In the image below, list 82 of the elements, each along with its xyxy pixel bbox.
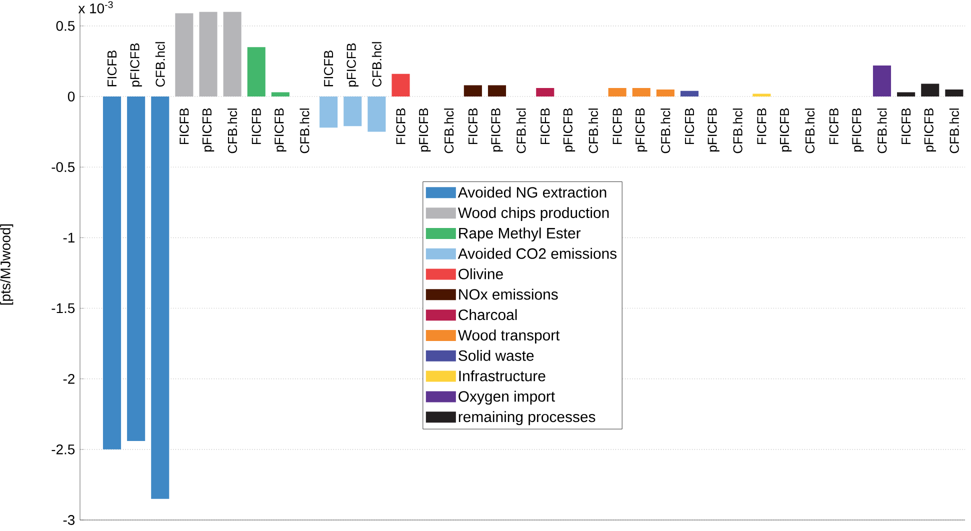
x-tick-label: FICFB [180, 108, 189, 144]
x-tick-label: pFICFB [852, 108, 864, 152]
x-tick-label: pFICFB [780, 108, 792, 152]
x-tick-label: FICFB [252, 108, 261, 144]
bar [320, 96, 338, 128]
bar [897, 92, 916, 97]
legend-label: Solid waste [458, 350, 534, 361]
legend-label: Infrastructure [459, 370, 546, 382]
bar [175, 13, 194, 97]
legend-label: Wood chips production [458, 207, 609, 222]
x-tick-label: CFB.hcl [588, 108, 598, 154]
y-axis-title: [pts/MJwood] [0, 224, 14, 305]
legend-label: Wood transport [458, 330, 560, 344]
bar [632, 88, 650, 97]
bar [608, 88, 626, 97]
x-tick-label: pFICFB [636, 108, 648, 152]
bar [151, 96, 170, 499]
x-tick-label: pFICFB [563, 108, 576, 152]
legend-label: Avoided CO2 emissions [458, 248, 617, 259]
x-tick-label: FICFB [396, 108, 406, 144]
x-tick-label: CFB.hcl [732, 108, 742, 154]
x-tick-label: pFICFB [202, 108, 214, 152]
y-tick-label: -2.5 [52, 444, 75, 454]
bar [199, 12, 218, 97]
bar [656, 89, 674, 97]
y-tick-label: 0.5 [56, 20, 75, 31]
bar [247, 47, 266, 97]
bar [344, 96, 362, 126]
bar [945, 89, 964, 97]
x-tick-label: CFB.hcl [300, 108, 310, 154]
legend-label: remaining processes [458, 411, 596, 426]
x-tick-label: FICFB [684, 108, 694, 144]
legend-label: Charcoal [458, 309, 517, 320]
x-tick-label: pFICFB [346, 43, 358, 86]
bar [102, 96, 122, 450]
x-tick-label: CFB.hcl [877, 108, 887, 154]
x-tick-label: CFB.hcl [228, 108, 238, 154]
x-tick-label: pFICFB [418, 108, 431, 152]
legend-label: NOx emissions [459, 288, 558, 300]
bar [921, 84, 940, 97]
y-tick-label: -0.5 [52, 162, 75, 172]
bar [368, 96, 386, 132]
bar [223, 12, 242, 97]
x-tick-label: FICFB [829, 108, 838, 144]
bar [464, 85, 482, 97]
legend-label: Oxygen import [458, 390, 555, 405]
x-tick-label: FICFB [540, 108, 550, 144]
x-tick-label: CFB.hcl [444, 108, 454, 154]
x-tick-label: CFB.hcl [805, 108, 815, 154]
x-tick-label: CFB.hcl [660, 108, 670, 154]
bar [392, 74, 410, 97]
bar [271, 92, 290, 97]
y-tick-label: -2 [63, 374, 74, 384]
y-tick-label: -3 [63, 515, 75, 525]
x-tick-label: pFICFB [274, 108, 286, 152]
x-tick-label: CFB.hcl [155, 42, 165, 87]
x-tick-label: FICFB [107, 50, 117, 86]
x-tick-label: pFICFB [130, 43, 142, 86]
x-tick-label: CFB.hcl [372, 42, 382, 87]
x-tick-label: FICFB [901, 108, 911, 144]
x-tick-label: FICFB [324, 50, 334, 86]
x-tick-label: FICFB [757, 108, 766, 144]
x-tick-label: FICFB [612, 108, 622, 144]
bar [536, 88, 554, 97]
bar [752, 94, 771, 97]
bar [680, 90, 699, 97]
legend-label: Olivine [458, 268, 503, 280]
bar [488, 85, 506, 97]
bar [127, 96, 146, 441]
y-tick-label: -1 [63, 232, 74, 242]
x-tick-label: CFB.hcl [949, 108, 959, 154]
x-tick-label: pFICFB [708, 108, 720, 152]
x-tick-label: CFB.hcl [516, 108, 526, 154]
annotation: x 10$^{-3}$ [78, 1, 113, 14]
y-tick-label: -1.5 [52, 303, 75, 314]
legend-label: Avoided NG extraction [458, 186, 606, 198]
x-tick-label: pFICFB [491, 108, 503, 152]
y-tick-label: 0 [68, 92, 75, 102]
legend-label: Rape Methyl Ester [459, 228, 581, 242]
x-tick-label: pFICFB [924, 108, 936, 152]
bar [872, 65, 892, 97]
x-tick-label: FICFB [468, 108, 478, 144]
